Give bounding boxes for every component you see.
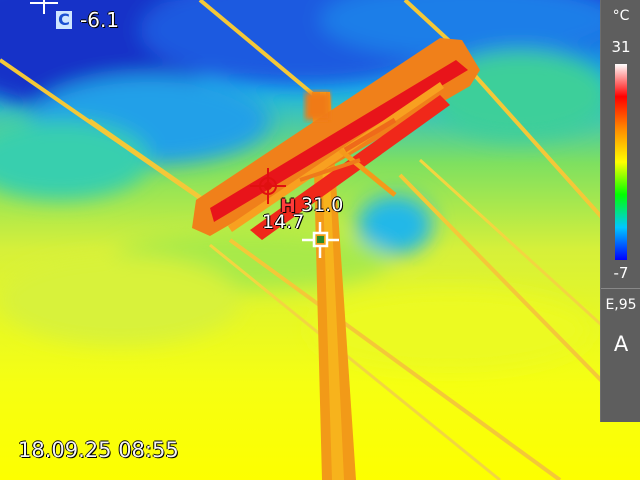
color-scale-bar (615, 64, 627, 260)
cold-spot-value: -6.1 (80, 8, 120, 32)
hot-spot-tag: H (280, 195, 296, 217)
capture-timestamp: 18.09.25 08:55 (18, 438, 179, 462)
scale-min-value: -7 (613, 264, 629, 282)
hot-spot-dot (264, 182, 272, 190)
cold-spot-tag: C (56, 11, 72, 29)
emissivity-setting[interactable]: E,95 (605, 297, 637, 313)
cold-spot-crosshair (30, 0, 58, 14)
hot-spot-value: 31.0 (301, 194, 344, 216)
scale-max-value: 31 (611, 38, 631, 56)
center-spot-crosshair (302, 222, 339, 258)
power-pylon (192, 38, 480, 480)
center-spot-value: 14.7 (262, 211, 305, 233)
temperature-scale-panel: °C 31 -7 E,95 A (600, 0, 640, 422)
scale-divider (601, 288, 640, 289)
center-spot-dot (317, 236, 324, 243)
range-mode-indicator[interactable]: A (613, 332, 629, 356)
temperature-unit: °C (612, 8, 630, 24)
